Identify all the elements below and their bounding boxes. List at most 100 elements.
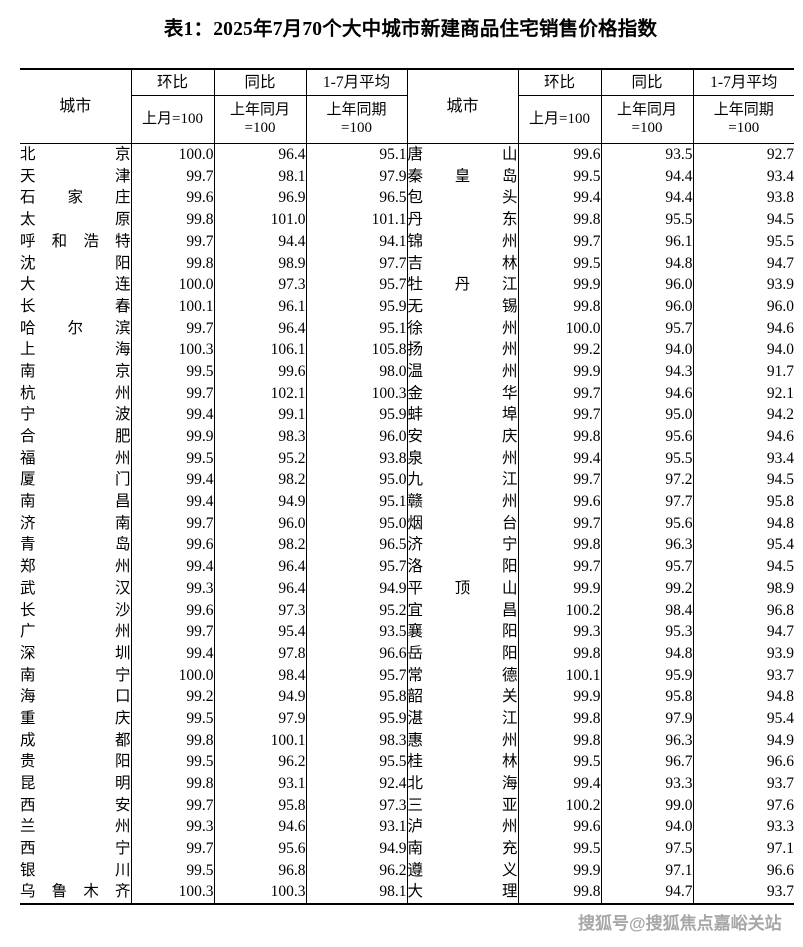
cell-yoy-left: 100.3 [214, 881, 307, 906]
cell-mom-left: 99.6 [131, 599, 215, 622]
cell-city-left: 银川 [20, 859, 132, 882]
cell-yoy-left: 96.8 [214, 859, 307, 882]
cell-city-left: 青岛 [20, 534, 132, 557]
cell-yoy-right: 94.4 [601, 165, 694, 188]
cell-avg-right: 94.7 [766, 623, 794, 641]
cell-city-right: 包头 [407, 187, 519, 210]
cell-avg-left: 95.0 [306, 469, 408, 491]
cell-avg-right: 93.4 [766, 167, 794, 185]
cell-yoy-left: 96.9 [214, 187, 307, 210]
cell-city-right: 牡丹江 [407, 274, 519, 296]
table-row: 长沙 99.6 97.3 95.2 宜昌 100.2 98.4 96.8 [20, 599, 794, 622]
cell-mom-right: 99.8 [518, 642, 602, 665]
cell-mom-right: 99.5 [518, 165, 602, 188]
cell-mom-right: 99.4 [518, 187, 602, 210]
cell-mom-left: 99.7 [131, 512, 215, 535]
cell-mom-left: 99.4 [131, 556, 215, 578]
cell-city-right: 大理 [407, 881, 519, 906]
cell-avg-right: 93.7 [766, 666, 794, 684]
cell-mom-left: 99.7 [131, 317, 215, 340]
cell-mom-right: 99.8 [518, 209, 602, 231]
cell-avg-left: 95.1 [306, 317, 408, 340]
cell-avg-right: 94.0 [766, 341, 794, 359]
cell-mom-right: 99.7 [518, 404, 602, 426]
cell-avg-right: 94.5 [766, 471, 794, 489]
table-row: 上海 100.3 106.1 105.8 扬州 99.2 94.0 94.0 [20, 339, 794, 361]
header-group-row: 城市 环比 同比 1-7月平均 城市 环比 同比 1-7月平均 [20, 68, 794, 144]
header-city-right: 城市 [407, 68, 519, 144]
cell-avg-right: 94.8 [766, 688, 794, 706]
cell-avg-left: 96.0 [306, 425, 408, 448]
cell-yoy-right: 93.5 [601, 143, 694, 166]
cell-yoy-right: 96.1 [601, 230, 694, 253]
cell-city-right: 三亚 [407, 794, 519, 817]
cell-yoy-left: 102.1 [214, 382, 307, 405]
cell-yoy-right: 96.0 [601, 295, 694, 318]
cell-yoy-right: 97.7 [601, 491, 694, 513]
cell-city-left: 乌鲁木齐 [20, 881, 132, 906]
cell-city-right: 惠州 [407, 729, 519, 752]
cell-avg-right: 96.6 [766, 753, 794, 771]
watermark: 搜狐号@搜狐焦点嘉峪关站 [578, 914, 782, 933]
cell-mom-left: 99.4 [131, 491, 215, 513]
table-row: 西宁 99.7 95.6 94.9 南充 99.5 97.5 97.1 [20, 838, 794, 860]
cell-mom-right: 99.6 [518, 816, 602, 838]
cell-yoy-left: 98.3 [214, 425, 307, 448]
cell-avg-right: 92.1 [766, 384, 794, 402]
cell-city-right: 泸州 [407, 816, 519, 838]
cell-avg-right: 94.6 [766, 428, 794, 446]
cell-yoy-left: 106.1 [214, 339, 307, 361]
cell-avg-right: 95.5 [766, 232, 794, 250]
cell-yoy-right: 97.1 [601, 859, 694, 882]
cell-yoy-left: 95.4 [214, 621, 307, 643]
cell-avg-left: 95.0 [306, 512, 408, 535]
cell-city-left: 长春 [20, 295, 132, 318]
cell-mom-right: 99.5 [518, 751, 602, 773]
cell-city-right: 北海 [407, 772, 519, 795]
cell-avg-right: 97.1 [766, 840, 794, 858]
cell-mom-right: 100.0 [518, 317, 602, 340]
cell-avg-left: 97.9 [306, 165, 408, 188]
table-row: 天津 99.7 98.1 97.9 秦皇岛 99.5 94.4 93.4 [20, 165, 794, 188]
cell-city-right: 韶关 [407, 686, 519, 708]
cell-yoy-right: 99.2 [601, 577, 694, 600]
cell-yoy-left: 95.2 [214, 447, 307, 470]
table-row: 南京 99.5 99.6 98.0 温州 99.9 94.3 91.7 [20, 360, 794, 383]
cell-mom-left: 99.8 [131, 252, 215, 275]
cell-yoy-right: 95.8 [601, 686, 694, 708]
cell-avg-left: 94.9 [306, 838, 408, 860]
cell-avg-left: 105.8 [306, 339, 408, 361]
cell-city-left: 宁波 [20, 404, 132, 426]
table-row: 深圳 99.4 97.8 96.6 岳阳 99.8 94.8 93.9 [20, 642, 794, 665]
cell-mom-right: 99.7 [518, 382, 602, 405]
cell-yoy-left: 96.4 [214, 577, 307, 600]
cell-city-left: 兰州 [20, 816, 132, 838]
cell-avg-left: 98.1 [306, 881, 408, 906]
cell-avg-right: 95.4 [766, 536, 794, 554]
cell-yoy-right: 94.4 [601, 187, 694, 210]
cell-mom-left: 99.2 [131, 686, 215, 708]
header-city-left: 城市 [20, 68, 132, 144]
cell-yoy-left: 96.4 [214, 556, 307, 578]
cell-city-left: 海口 [20, 686, 132, 708]
cell-yoy-left: 96.0 [214, 512, 307, 535]
cell-yoy-left: 98.2 [214, 534, 307, 557]
header-group-yoy-right: 同比 [601, 68, 694, 96]
cell-mom-left: 100.3 [131, 339, 215, 361]
cell-city-left: 西宁 [20, 838, 132, 860]
cell-mom-left: 99.5 [131, 447, 215, 470]
cell-mom-right: 99.7 [518, 556, 602, 578]
cell-avg-right: 93.9 [766, 276, 794, 294]
cell-avg-left: 96.2 [306, 859, 408, 882]
cell-city-right: 九江 [407, 469, 519, 491]
cell-city-right: 岳阳 [407, 642, 519, 665]
cell-city-right: 南充 [407, 838, 519, 860]
cell-city-right: 赣州 [407, 491, 519, 513]
cell-avg-right: 96.8 [766, 601, 794, 619]
cell-yoy-left: 99.6 [214, 360, 307, 383]
cell-city-left: 长沙 [20, 599, 132, 622]
cell-yoy-left: 98.4 [214, 664, 307, 687]
cell-avg-right: 94.8 [766, 514, 794, 532]
cell-yoy-right: 95.5 [601, 447, 694, 470]
cell-mom-left: 99.6 [131, 534, 215, 557]
